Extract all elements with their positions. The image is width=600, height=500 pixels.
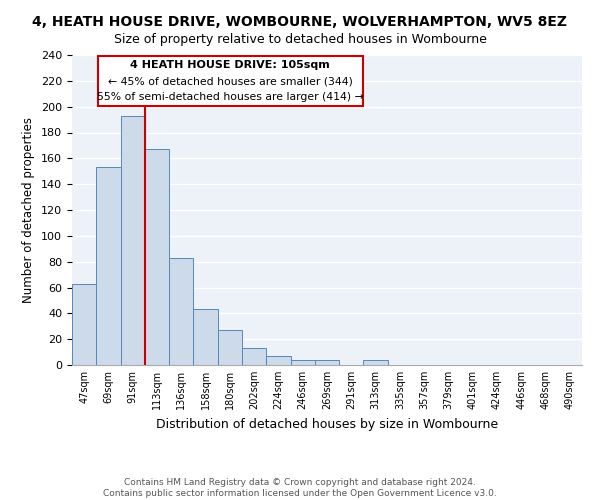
Bar (242, 348, 266, 365)
Bar (315, 360, 339, 365)
Text: 4, HEATH HOUSE DRIVE, WOMBOURNE, WOLVERHAMPTON, WV5 8EZ: 4, HEATH HOUSE DRIVE, WOMBOURNE, WOLVERH… (32, 15, 568, 29)
Bar (169, 258, 193, 365)
Bar (364, 360, 388, 365)
Text: 55% of semi-detached houses are larger (414) →: 55% of semi-detached houses are larger (… (97, 92, 364, 102)
Text: ← 45% of detached houses are smaller (344): ← 45% of detached houses are smaller (34… (107, 76, 353, 86)
Bar (290, 360, 315, 365)
X-axis label: Distribution of detached houses by size in Wombourne: Distribution of detached houses by size … (156, 418, 498, 430)
Bar (218, 330, 242, 365)
Bar (193, 310, 218, 365)
Y-axis label: Number of detached properties: Number of detached properties (22, 117, 35, 303)
Bar (121, 116, 145, 365)
Bar (266, 356, 290, 365)
Text: Size of property relative to detached houses in Wombourne: Size of property relative to detached ho… (113, 32, 487, 46)
FancyBboxPatch shape (97, 56, 363, 106)
Text: Contains HM Land Registry data © Crown copyright and database right 2024.
Contai: Contains HM Land Registry data © Crown c… (103, 478, 497, 498)
Bar (96, 168, 121, 365)
Bar (72, 284, 96, 365)
Text: 4 HEATH HOUSE DRIVE: 105sqm: 4 HEATH HOUSE DRIVE: 105sqm (130, 60, 330, 70)
Bar (145, 150, 169, 365)
